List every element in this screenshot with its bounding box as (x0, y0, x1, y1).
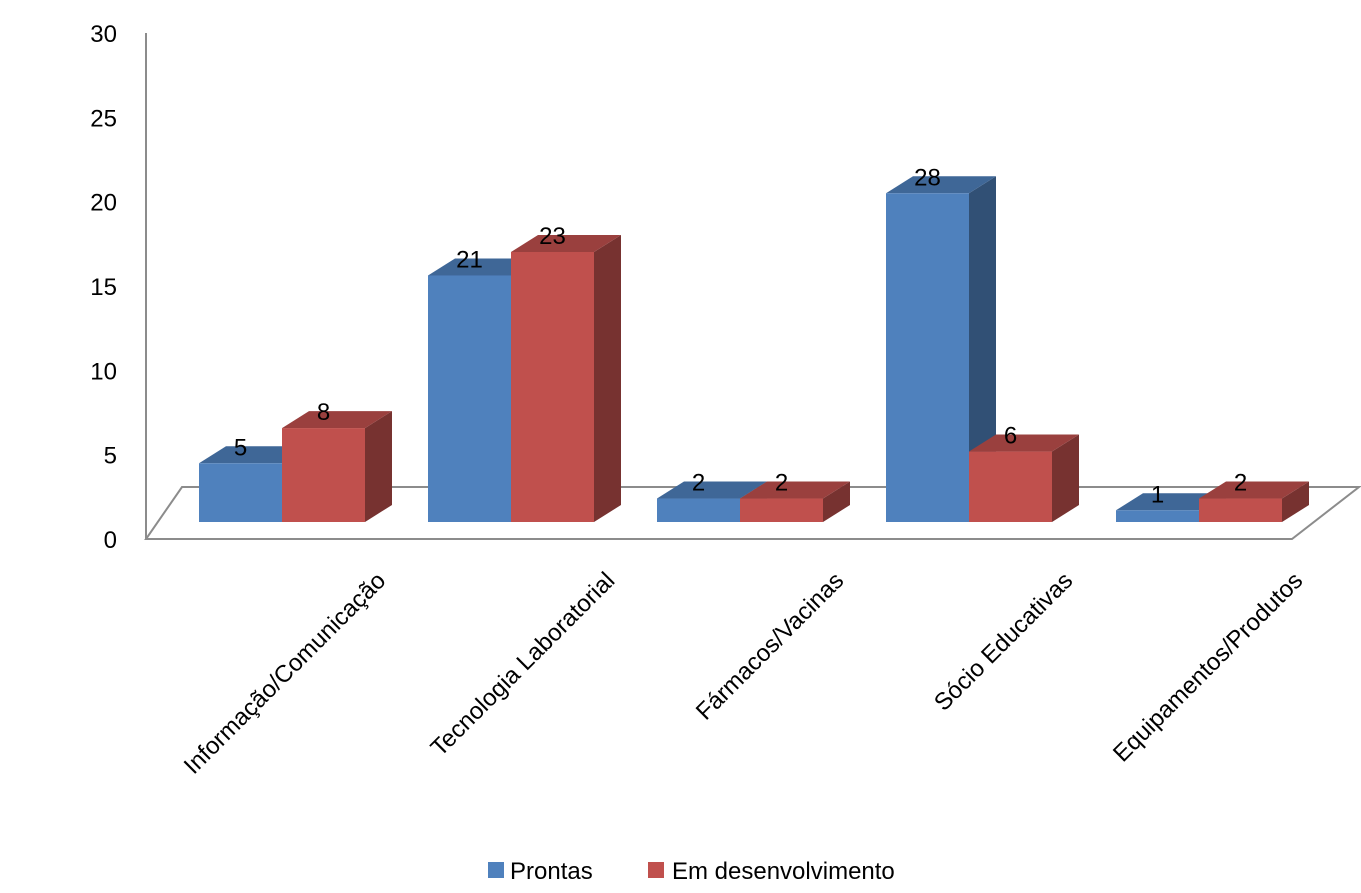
bar-front (511, 251, 594, 523)
bar-side (594, 234, 621, 523)
y-tick-label: 25 (90, 105, 117, 132)
data-label-em-desenvolvimento-farmacos-vacinas: 2 (775, 470, 788, 497)
data-label-prontas-socio-educativas: 28 (914, 164, 941, 191)
data-label-em-desenvolvimento-informacao-comunicacao: 8 (317, 399, 330, 426)
bar-side (1282, 481, 1309, 522)
bars (199, 176, 1309, 523)
data-label-em-desenvolvimento-tecnologia-laboratorial: 23 (539, 223, 566, 250)
y-tick-label: 30 (90, 21, 117, 48)
bar-em-desenvolvimento-informacao-comunicacao (282, 411, 392, 522)
floor (144, 486, 1361, 540)
bar-front (657, 498, 740, 522)
legend-swatch (648, 862, 664, 878)
y-axis-ticks: 0 5 10 15 20 25 30 (90, 21, 117, 554)
bar-em-desenvolvimento-farmacos-vacinas (740, 481, 850, 522)
bar-top (657, 481, 767, 499)
bar-side (365, 411, 392, 522)
y-tick-label: 20 (90, 190, 117, 217)
bar-top (511, 234, 621, 252)
bar-side (969, 176, 996, 522)
data-label-prontas-tecnologia-laboratorial: 21 (456, 246, 483, 273)
data-label-prontas-farmacos-vacinas: 2 (692, 470, 705, 497)
legend-item-em-desenvolvimento: Em desenvolvimento (648, 858, 895, 885)
y-tick-label: 10 (90, 358, 117, 385)
legend-label: Prontas (510, 858, 593, 885)
bar-front (740, 498, 823, 522)
category-label-tecnologia-laboratorial: Tecnologia Laboratorial (426, 567, 621, 762)
bar-top (199, 446, 309, 464)
bar-top (740, 481, 850, 499)
bar-top (1116, 493, 1226, 511)
bar-top (428, 258, 538, 276)
y-tick-label: 15 (90, 274, 117, 301)
legend: Prontas Em desenvolvimento (488, 858, 895, 885)
bar-top (886, 176, 996, 194)
y-tick-label: 0 (104, 527, 117, 554)
category-label-farmacos-vacinas: Fármacos/Vacinas (691, 567, 849, 725)
bar-side (1052, 434, 1079, 522)
bar-em-desenvolvimento-equipamentos-produtos (1199, 481, 1309, 522)
bar-prontas-socio-educativas (886, 176, 996, 522)
data-label-prontas-equipamentos-produtos: 1 (1151, 481, 1164, 508)
bar-front (428, 275, 511, 522)
bar-top (969, 434, 1079, 452)
category-labels: Informação/Comunicação Tecnologia Laborat… (179, 567, 1308, 779)
bar-top (1199, 481, 1309, 499)
bar-front (199, 463, 282, 522)
category-label-equipamentos-produtos: Equipamentos/Produtos (1108, 567, 1308, 767)
plot-walls (144, 33, 1361, 540)
category-label-socio-educativas: Sócio Educativas (929, 567, 1078, 716)
bar-em-desenvolvimento-socio-educativas (969, 434, 1079, 522)
legend-swatch (488, 862, 504, 878)
data-label-em-desenvolvimento-socio-educativas: 6 (1004, 423, 1017, 450)
bar-front (1199, 498, 1282, 522)
category-label-informacao-comunicacao: Informação/Comunicação (179, 567, 391, 779)
legend-item-prontas: Prontas (488, 858, 593, 885)
y-tick-label: 5 (104, 443, 117, 470)
bar-em-desenvolvimento-tecnologia-laboratorial (511, 234, 621, 523)
data-label-prontas-informacao-comunicacao: 5 (234, 434, 247, 461)
bar-top (282, 411, 392, 429)
legend-label: Em desenvolvimento (672, 858, 895, 885)
bar-front (886, 193, 969, 522)
bar-front (969, 451, 1052, 522)
data-label-em-desenvolvimento-equipamentos-produtos: 2 (1234, 470, 1247, 497)
bar-side (823, 481, 850, 522)
bar-front (1116, 510, 1199, 522)
data-labels: 5 8 21 23 2 2 28 6 1 2 (234, 164, 1247, 508)
bar-front (282, 428, 365, 522)
